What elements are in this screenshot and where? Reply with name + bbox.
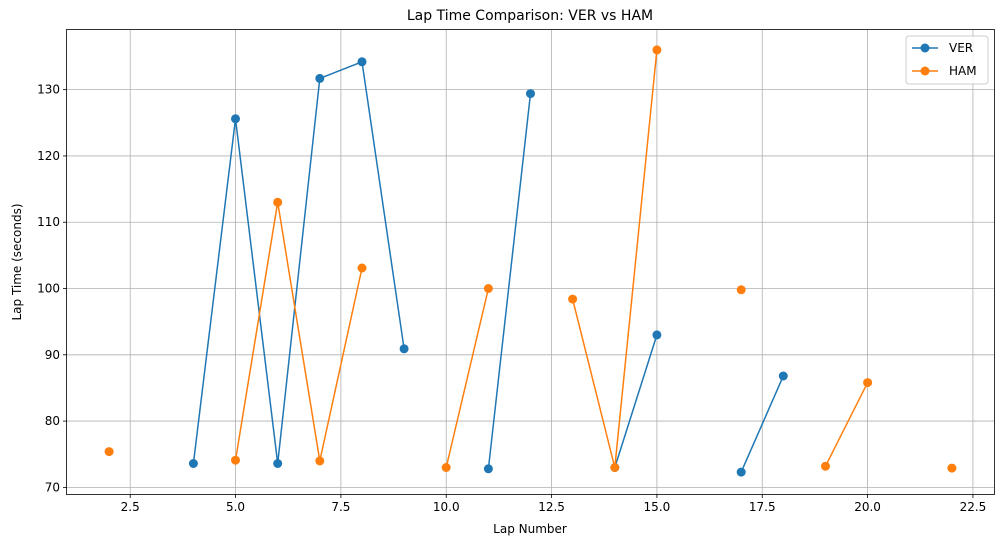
series-ham-line	[234, 201, 363, 462]
x-tick-label: 20.0	[854, 500, 881, 514]
x-axis-label: Lap Number	[493, 522, 567, 536]
series-ham-line	[824, 382, 869, 467]
y-tick-label: 130	[37, 83, 60, 97]
series-ham-point	[947, 463, 957, 473]
series-ver-line	[614, 334, 658, 468]
legend-ver-label: VER	[949, 41, 973, 55]
series-ham-line	[571, 49, 658, 469]
series-ver-point	[231, 114, 240, 124]
series-ham	[104, 45, 957, 473]
series-ham-point	[357, 263, 367, 273]
series-ham-point	[652, 45, 662, 55]
series-ver-line	[192, 61, 405, 465]
y-tick-label: 90	[45, 348, 60, 362]
series-ham-point	[821, 461, 830, 471]
series-layer	[104, 45, 957, 477]
series-ham-point	[736, 285, 746, 295]
grid	[67, 30, 994, 494]
x-tick-label: 5.0	[226, 500, 245, 514]
y-tick-label: 120	[37, 149, 60, 163]
series-ham-point	[610, 463, 620, 472]
series-ham-point	[273, 197, 283, 207]
series-ver-point	[778, 371, 788, 381]
series-ver-point	[399, 344, 409, 354]
series-ver-point	[736, 467, 746, 477]
x-tick-label: 10.0	[433, 500, 460, 514]
y-tick-label: 110	[37, 215, 60, 229]
series-ver-point	[357, 57, 367, 67]
y-axis-label: Lap Time (seconds)	[10, 203, 24, 320]
series-ver-point	[273, 459, 283, 468]
series-ver-point	[315, 73, 325, 83]
series-ham-point	[104, 447, 114, 457]
y-tick-label: 80	[45, 414, 60, 428]
x-axis-ticks: 2.5 5.0 7.5 10.0 12.5 15.0 17.5 20.0 22.5	[121, 494, 987, 514]
x-tick-label: 15.0	[644, 500, 671, 514]
series-ham-point	[315, 456, 325, 466]
legend-ver-marker	[920, 43, 930, 53]
series-ham-point	[483, 284, 493, 293]
x-tick-label: 7.5	[331, 500, 350, 514]
series-ham-point	[231, 455, 240, 465]
series-ver-point	[652, 330, 662, 340]
chart-title: Lap Time Comparison: VER vs HAM	[407, 8, 653, 24]
y-tick-label: 70	[45, 480, 60, 494]
plot-frame	[66, 29, 995, 495]
series-ver-point	[188, 459, 198, 468]
legend-ham-label: HAM	[949, 64, 977, 78]
series-ham-point	[441, 463, 451, 472]
x-tick-label: 22.5	[960, 500, 987, 514]
y-tick-label: 100	[37, 282, 60, 296]
series-ham-point	[568, 294, 578, 304]
legend: VER HAM	[905, 35, 989, 85]
x-tick-label: 2.5	[121, 500, 140, 514]
series-ver-point	[526, 89, 535, 99]
series-ver-line	[487, 93, 532, 469]
series-ham-point	[863, 378, 873, 388]
series-ver	[188, 57, 788, 477]
series-ham-line	[445, 288, 490, 468]
x-tick-label: 12.5	[538, 500, 565, 514]
legend-ham-marker	[920, 66, 930, 76]
series-ver-line	[740, 375, 784, 473]
y-axis-ticks: 70 80 90 100 110 120 130	[37, 83, 67, 494]
series-ver-point	[483, 464, 493, 474]
x-tick-label: 17.5	[749, 500, 776, 514]
